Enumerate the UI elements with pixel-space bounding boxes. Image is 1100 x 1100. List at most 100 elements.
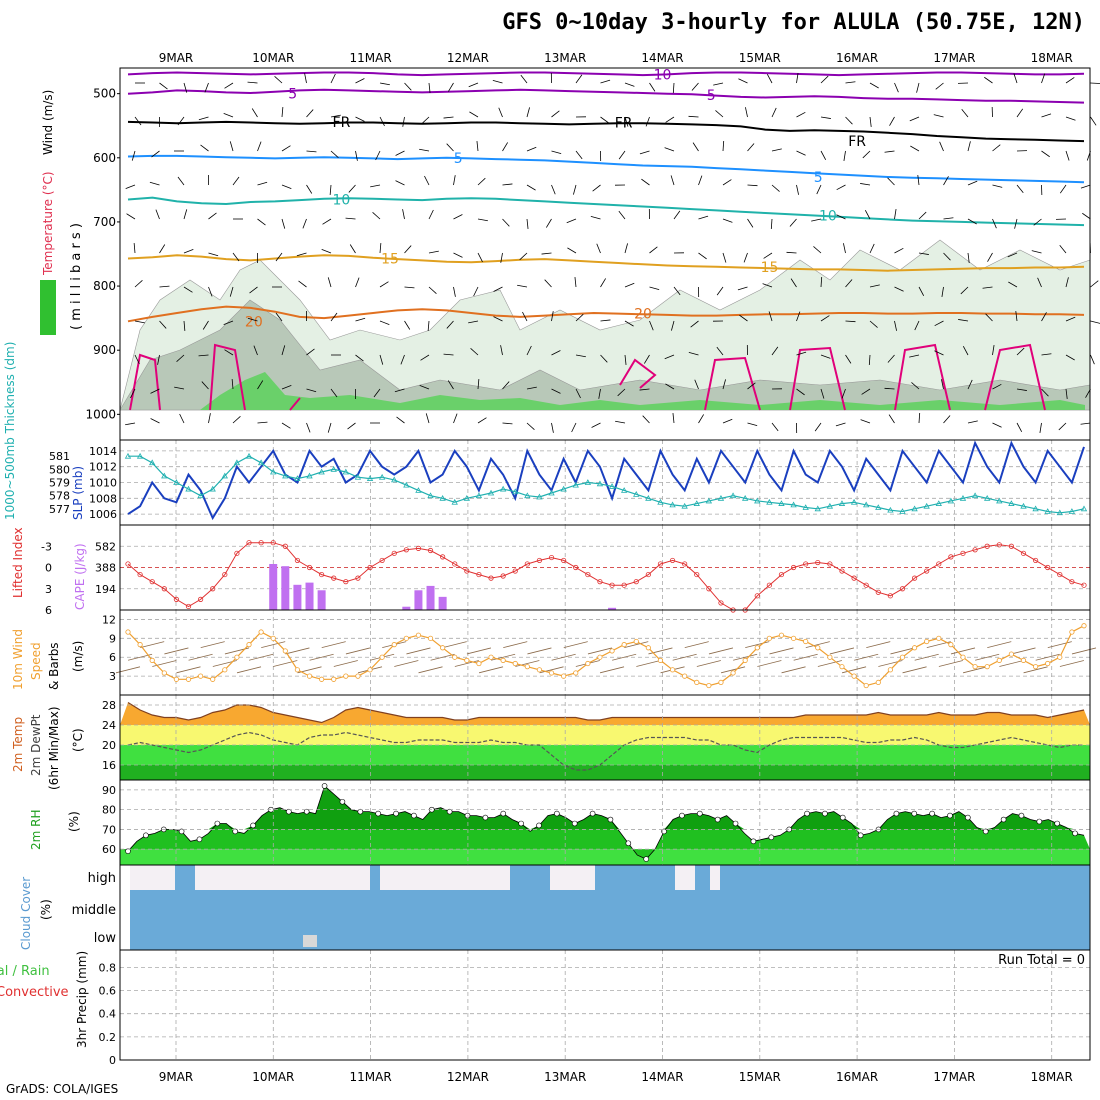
temperature-contour [127, 154, 1085, 184]
date-label-top: 10MAR [252, 51, 294, 65]
lifted-index-marker [875, 589, 881, 595]
wind-barb [448, 82, 454, 92]
wind-barb [477, 177, 486, 186]
wind-barb [816, 184, 822, 195]
wind-speed-marker [536, 667, 543, 673]
wind-barb [670, 175, 675, 186]
wind-barb [618, 150, 626, 160]
ylabel-convective: Convective [0, 985, 69, 1000]
wind-barb [649, 82, 656, 92]
y-tick-label: 578 [49, 490, 70, 503]
wind-barb [1065, 277, 1069, 288]
units-label: ( m i l l i b a r s ) [69, 223, 84, 330]
contour-label: 20 [245, 314, 263, 330]
ylabel-wind-d: (m/s) [71, 641, 85, 672]
rh-contour-magenta [129, 353, 161, 411]
wind-speed-marker [1057, 654, 1063, 660]
lifted-index-marker [476, 571, 482, 578]
wind-barb [281, 422, 291, 429]
contour-label: 10 [654, 67, 672, 83]
wind-barb [648, 647, 673, 655]
wind-speed-marker [972, 664, 978, 670]
wind-speed-marker [911, 645, 918, 651]
wind-barb [183, 286, 193, 293]
precip-ylabel: 3hr Precip (mm) [75, 951, 89, 1048]
y-tick-label: high [88, 871, 116, 886]
wind-barb [424, 175, 430, 186]
wind-speed-marker [633, 638, 639, 645]
wind-barb [321, 249, 332, 254]
y-tick-label: 600 [93, 151, 116, 165]
rh-contour-magenta [984, 343, 1046, 411]
wind-barb [526, 218, 529, 229]
wind-barb [1031, 250, 1042, 254]
wind-barb [747, 218, 754, 228]
wind-ylabel4: (m/s) [71, 641, 85, 672]
rh-marker [1000, 816, 1007, 823]
wind-barb [600, 79, 611, 84]
wind-barb [684, 641, 709, 649]
thickness-marker [875, 504, 882, 510]
rh-marker [143, 832, 149, 839]
rh-marker [643, 856, 650, 862]
wind-barb [503, 641, 528, 649]
wind-barb [131, 150, 136, 161]
y-tick-label: 0 [109, 1054, 116, 1067]
wind-barb [796, 311, 801, 322]
thickness-marker [1008, 500, 1015, 506]
wind-barb [943, 415, 951, 424]
lifted-index-marker [1081, 582, 1087, 588]
wind-barb [690, 320, 699, 328]
thickness-marker [645, 494, 652, 501]
wind-barb [894, 209, 897, 220]
wind-barb [469, 111, 479, 118]
wind-barb [257, 218, 266, 226]
wind-barb [370, 184, 381, 188]
wind-barb [1041, 150, 1050, 158]
thickness-marker [378, 473, 386, 480]
wind-barb [768, 311, 773, 322]
wind-barb [762, 283, 773, 288]
wind-barb [551, 311, 554, 322]
wind-barb [573, 184, 577, 195]
wind-barb [394, 660, 419, 667]
wind-barb [453, 413, 458, 424]
wind-speed-marker [331, 676, 337, 682]
thickness-marker [233, 459, 241, 466]
y-tick-label: 579 [49, 477, 70, 490]
date-label-bottom: 18MAR [1031, 1070, 1073, 1084]
wind-barb [176, 666, 201, 674]
lifted-index-marker [161, 586, 167, 592]
lifted-index-marker [258, 540, 264, 546]
thickness-marker [487, 489, 495, 496]
rh-legend-box [40, 280, 56, 335]
wind-barb [664, 147, 675, 152]
wind-barb [869, 284, 880, 288]
wind-barb [404, 245, 412, 254]
thickness-marker [826, 502, 834, 509]
lifted-index-marker [379, 557, 385, 564]
thickness-marker [572, 481, 579, 488]
rh-marker [196, 836, 203, 843]
lifted-index-marker [863, 582, 869, 588]
wind-barb [125, 422, 136, 426]
wind-barb [477, 218, 488, 222]
wind-barb [1037, 277, 1042, 288]
wind-barb [330, 312, 338, 322]
wind-barb [249, 286, 258, 294]
lifted-index-marker [246, 540, 252, 546]
wind-barb [854, 653, 879, 661]
wind-barb [348, 184, 356, 193]
wind-barb [866, 641, 891, 649]
wind-barb [500, 345, 503, 356]
lifted-index-marker [803, 561, 809, 567]
wind-barb [914, 320, 920, 331]
y-tick-label: 800 [93, 279, 116, 293]
wind-barb [843, 243, 846, 254]
lifted-index-marker [609, 582, 615, 588]
wind-barb [789, 218, 797, 227]
wind-barb [820, 388, 825, 399]
wind-speed-marker [1045, 660, 1051, 667]
lifted-index-marker [427, 547, 434, 554]
wind-barb [1035, 653, 1060, 661]
